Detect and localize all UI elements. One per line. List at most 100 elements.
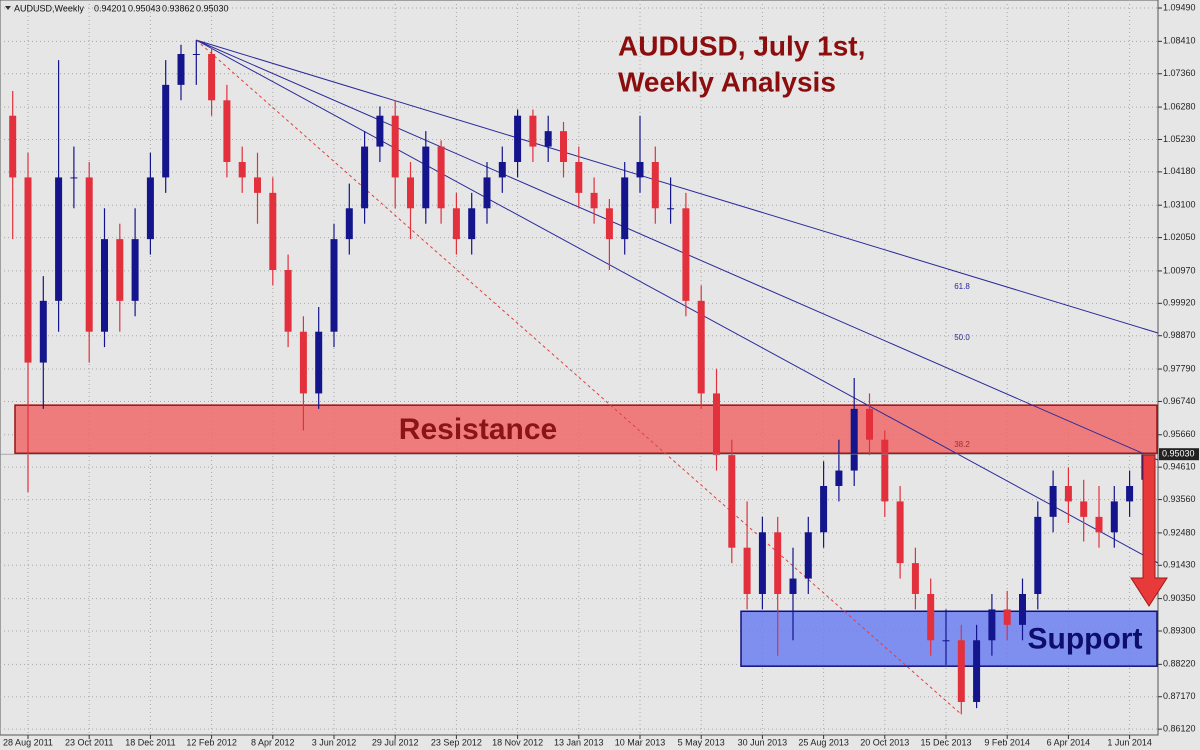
y-tick-label: 0.97790 — [1163, 363, 1196, 373]
candle-body — [437, 146, 445, 209]
y-tick-label: 0.95660 — [1163, 429, 1196, 439]
candle-body — [957, 640, 965, 702]
candle-body — [498, 161, 506, 178]
y-tick-label: 0.87170 — [1163, 691, 1196, 701]
candle-body — [942, 640, 950, 642]
candle-body — [1110, 501, 1118, 533]
y-tick-label: 1.09490 — [1163, 2, 1196, 12]
candle-body — [758, 532, 766, 594]
candle-body — [422, 146, 430, 209]
candle-body — [361, 146, 369, 209]
candle-body — [743, 547, 751, 594]
x-tick-label: 25 Aug 2013 — [798, 737, 849, 747]
x-tick-label: 29 Jul 2012 — [372, 737, 419, 747]
x-tick-label: 10 Mar 2013 — [615, 737, 666, 747]
candle-body — [1049, 485, 1057, 517]
y-tick-label: 1.08410 — [1163, 36, 1196, 46]
x-tick-label: 18 Dec 2011 — [125, 737, 175, 747]
annotations: 61.8 50.0 38.2 0.95030 Resistance Support — [0, 282, 1199, 656]
candle-body — [820, 485, 828, 533]
y-tick-label: 0.93560 — [1163, 494, 1196, 504]
x-tick-label: 13 Jan 2013 — [554, 737, 604, 747]
candle-body — [590, 192, 598, 209]
candle-body — [560, 131, 567, 162]
candle-body — [208, 53, 216, 101]
x-tick-label: 8 Apr 2012 — [251, 737, 295, 747]
candle-body — [269, 192, 277, 270]
candle-body — [192, 53, 200, 55]
candle-body — [605, 208, 613, 240]
x-tick-label: 9 Feb 2014 — [984, 737, 1030, 747]
candle-body — [1080, 501, 1088, 517]
candle-body — [116, 239, 124, 301]
x-tick-label: 23 Sep 2012 — [431, 737, 482, 747]
header-high: 0.95043 — [128, 3, 161, 13]
candle-body — [636, 161, 644, 178]
x-tick-label: 12 Feb 2012 — [186, 737, 237, 747]
x-tick-label: 5 May 2013 — [678, 737, 725, 747]
zones — [14, 404, 1158, 667]
candle-body — [177, 53, 185, 85]
candle-body — [1064, 485, 1072, 502]
candle-body — [988, 609, 996, 641]
y-tick-label: 1.00970 — [1163, 265, 1196, 275]
candle-body — [1003, 609, 1011, 625]
y-tick-label: 1.07360 — [1163, 68, 1196, 78]
candle-body — [315, 331, 323, 394]
y-tick-label: 0.99920 — [1163, 298, 1196, 308]
x-tick-label: 20 Oct 2013 — [860, 737, 909, 747]
x-tick-label: 1 Jun 2014 — [1107, 737, 1152, 747]
candles — [9, 40, 1149, 715]
x-tick-label: 18 Nov 2012 — [492, 737, 543, 747]
candle-body — [866, 408, 873, 440]
last-price-box — [1159, 448, 1199, 461]
trend-line — [195, 39, 962, 715]
candle-body — [835, 470, 843, 486]
candle-body — [973, 640, 981, 702]
support-zone — [740, 610, 1158, 667]
candle-body — [223, 100, 231, 162]
candle-body — [1019, 593, 1026, 625]
y-tick-label: 0.86120 — [1163, 724, 1196, 734]
support-label: Support — [1028, 623, 1143, 656]
candle-body — [284, 269, 292, 332]
fan-line — [196, 39, 1159, 461]
candle-body — [651, 161, 659, 209]
header-icon — [5, 6, 11, 10]
candle-body — [881, 439, 889, 502]
y-tick-label: 0.92480 — [1163, 527, 1196, 537]
fan-level: 61.8 — [954, 282, 970, 291]
candle-body — [728, 455, 736, 548]
candle-body — [1095, 516, 1103, 533]
candle-body — [667, 208, 675, 210]
candle-body — [804, 532, 812, 579]
x-tick-label: 23 Oct 2011 — [65, 737, 113, 747]
candle-body — [9, 115, 17, 178]
candle-body — [131, 239, 139, 301]
candle-body — [452, 208, 460, 240]
y-tick-label: 1.04180 — [1163, 166, 1196, 176]
y-tick-label: 1.02050 — [1163, 232, 1196, 242]
y-tick-label: 1.03100 — [1163, 200, 1196, 210]
candle-body — [514, 115, 522, 162]
candle-body — [529, 115, 537, 147]
header-low: 0.93862 — [162, 3, 195, 13]
y-tick-label: 1.05230 — [1163, 134, 1196, 144]
candle-body — [682, 208, 690, 301]
fan-level: 50.0 — [954, 333, 970, 342]
x-tick-label: 3 Jun 2012 — [312, 737, 357, 747]
resistance-zone — [14, 404, 1158, 455]
y-tick-label: 0.98870 — [1163, 330, 1196, 340]
candle-body — [254, 177, 261, 193]
candle-body — [911, 563, 919, 594]
fan-level: 38.2 — [954, 440, 970, 449]
candle-body — [238, 161, 246, 178]
candle-body — [575, 161, 583, 193]
y-tick-label: 0.88220 — [1163, 659, 1196, 669]
y-tick-label: 0.90350 — [1163, 593, 1196, 603]
fan-line — [196, 39, 1159, 564]
candle-body — [850, 408, 858, 471]
candle-body — [391, 115, 399, 178]
candle-body — [1034, 516, 1042, 594]
